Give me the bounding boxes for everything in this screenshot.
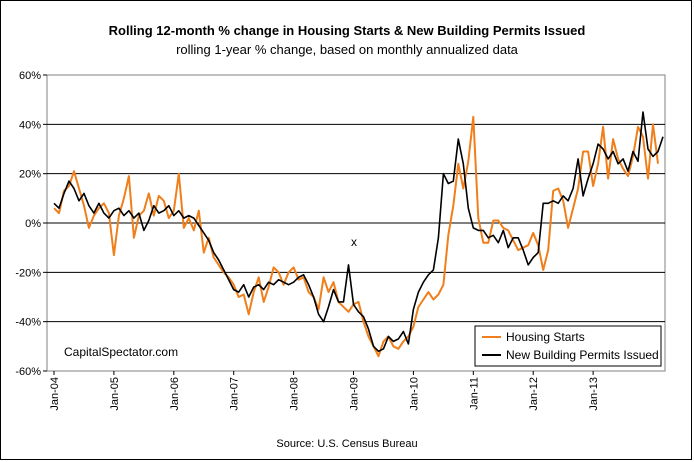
y-tick-label: -20% (15, 267, 41, 279)
x-tick-label: Jan-08 (289, 377, 301, 411)
legend-box (474, 325, 662, 367)
x-tick-label: Jan-11 (468, 377, 480, 410)
legend-label-housing-starts: Housing Starts (506, 330, 585, 344)
x-tick-label: Jan-09 (349, 377, 361, 411)
source-note: Source: U.S. Census Bureau (276, 438, 417, 450)
y-tick-label: 20% (19, 169, 41, 181)
series-line-housing-starts (53, 115, 659, 358)
series-group (53, 111, 664, 358)
chart-subtitle: rolling 1-year % change, based on monthl… (176, 42, 519, 57)
legend-label-building-permits: New Building Permits Issued (506, 348, 659, 362)
y-tick-label: 0% (25, 218, 41, 230)
x-tick-label: Jan-06 (169, 377, 181, 411)
y-tick-label: 60% (19, 70, 41, 82)
x-axis: Jan-04 Jan-05 Jan-06 Jan-07 Jan-08 Jan-09 Jan-… (49, 371, 600, 411)
legend: Housing Starts New Building Permits Issu… (474, 325, 662, 367)
y-tick-label: -60% (15, 366, 41, 378)
x-tick-label: Jan-04 (49, 377, 61, 411)
grid-lines (47, 123, 665, 323)
x-tick-label: Jan-10 (408, 377, 420, 411)
x-tick-label: Jan-13 (588, 377, 600, 411)
watermark-text: CapitalSpectator.com (64, 345, 178, 359)
chart-title: Rolling 12-month % change in Housing Sta… (109, 23, 586, 38)
y-tick-label: 40% (19, 119, 41, 131)
x-tick-label: Jan-07 (229, 377, 241, 411)
x-tick-label: Jan-05 (109, 377, 121, 411)
x-tick-label: Jan-12 (528, 377, 540, 411)
y-axis: 60% 40% 20% 0% -20% -40% -60% (15, 70, 47, 378)
y-tick-label: -40% (15, 317, 41, 329)
series-line-building-permits (53, 111, 664, 353)
annotation-marker: x (351, 235, 357, 249)
